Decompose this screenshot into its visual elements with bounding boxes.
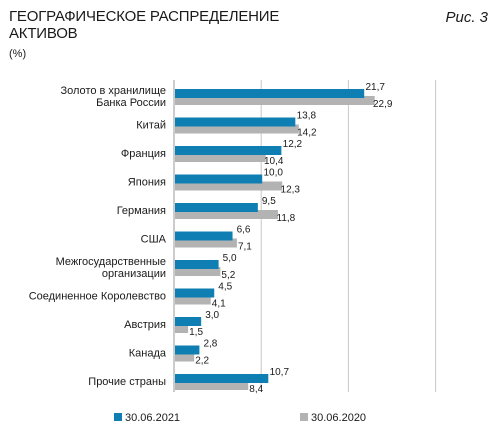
value-label-2020: 11,8: [277, 213, 296, 224]
category-label-line: Золото в хранилище: [61, 85, 167, 97]
bar-2021: [175, 231, 233, 241]
value-label-2020: 7,1: [238, 242, 252, 253]
bar-2020: [175, 381, 249, 390]
value-label-2021: 10,0: [263, 168, 283, 179]
value-label-2021: 4,5: [218, 282, 232, 293]
bar-2020: [175, 124, 299, 134]
unit-label: (%): [9, 48, 27, 60]
legend-label-2021: 30.06.2021: [125, 412, 180, 424]
category-label: Золото в хранилище Банка России: [61, 85, 167, 109]
bar-2021: [175, 203, 258, 212]
value-label-2020: 1,5: [189, 327, 203, 338]
bar-2021: [175, 345, 200, 355]
bar-2020: [175, 267, 221, 276]
value-label-2020: 5,2: [221, 270, 235, 281]
category-label-line: Япония: [128, 177, 166, 189]
bar-2020: [175, 324, 189, 333]
value-label-2020: 8,4: [249, 384, 263, 395]
category-label: Германия: [117, 205, 166, 217]
bar-2021: [175, 260, 219, 269]
category-label-line: Канада: [129, 348, 167, 360]
chart-title-line-1: ГЕОГРАФИЧЕСКОЕ РАСПРЕДЕЛЕНИЕ: [9, 8, 280, 25]
value-label-2021: 9,5: [262, 196, 276, 207]
value-label-2020: 12,3: [281, 185, 301, 196]
value-label-2020: 2,2: [195, 356, 209, 367]
chart-title-line-2: АКТИВОВ: [9, 25, 78, 42]
category-label-line: организации: [102, 268, 166, 280]
category-label-line: Банка России: [96, 97, 166, 109]
bar-2021: [175, 374, 269, 383]
value-label-2021: 21,7: [365, 82, 385, 93]
bar-2020: [175, 96, 375, 105]
category-label-line: Австрия: [124, 319, 166, 331]
value-label-2021: 6,6: [237, 225, 251, 236]
category-label: Прочие страны: [88, 376, 166, 388]
figure-label: Рис. 3: [445, 9, 488, 26]
value-label-2021: 13,8: [297, 111, 317, 122]
legend-swatch-2021: [114, 413, 122, 421]
category-label: США: [141, 234, 167, 246]
bar-2021: [175, 288, 215, 298]
category-label: Австрия: [124, 319, 166, 331]
bar-2020: [175, 352, 195, 362]
category-label-line: Франция: [121, 148, 166, 160]
bar-2020: [175, 295, 211, 305]
bar-2021: [175, 146, 282, 155]
category-label: Франция: [121, 148, 166, 160]
bar-2021: [175, 89, 365, 98]
category-label: Межгосударственные организации: [56, 256, 166, 280]
category-label-line: Прочие страны: [88, 376, 166, 388]
category-label-line: Китай: [136, 120, 166, 132]
value-label-2021: 5,0: [223, 253, 237, 264]
legend-swatch-2020: [300, 413, 308, 421]
category-label: Китай: [136, 120, 166, 132]
value-label-2020: 10,4: [264, 156, 284, 167]
chart-title: ГЕОГРАФИЧЕСКОЕ РАСПРЕДЕЛЕНИЕ АКТИВОВ: [9, 8, 279, 42]
value-label-2020: 4,1: [212, 299, 226, 310]
category-label-line: Межгосударственные: [56, 256, 166, 268]
category-label: Соединенное Королевство: [29, 291, 166, 303]
value-label-2021: 2,8: [203, 339, 217, 350]
bar-2021: [175, 117, 296, 127]
category-label-line: Германия: [117, 205, 166, 217]
category-label: Япония: [128, 177, 166, 189]
bar-2020: [175, 181, 283, 191]
bar-2020: [175, 153, 266, 162]
legend-label-2020: 30.06.2020: [311, 412, 366, 424]
bar-2021: [175, 317, 202, 326]
bar-2021: [175, 174, 263, 184]
value-label-2020: 22,9: [373, 99, 393, 110]
value-label-2021: 3,0: [205, 310, 219, 321]
value-label-2021: 12,2: [283, 139, 303, 150]
bar-2020: [175, 210, 278, 219]
category-label: Канада: [129, 348, 167, 360]
value-label-2020: 14,2: [297, 128, 317, 139]
bar-2020: [175, 238, 237, 248]
value-label-2021: 10,7: [270, 367, 290, 378]
category-label-line: Соединенное Королевство: [29, 291, 166, 303]
category-label-line: США: [141, 234, 167, 246]
